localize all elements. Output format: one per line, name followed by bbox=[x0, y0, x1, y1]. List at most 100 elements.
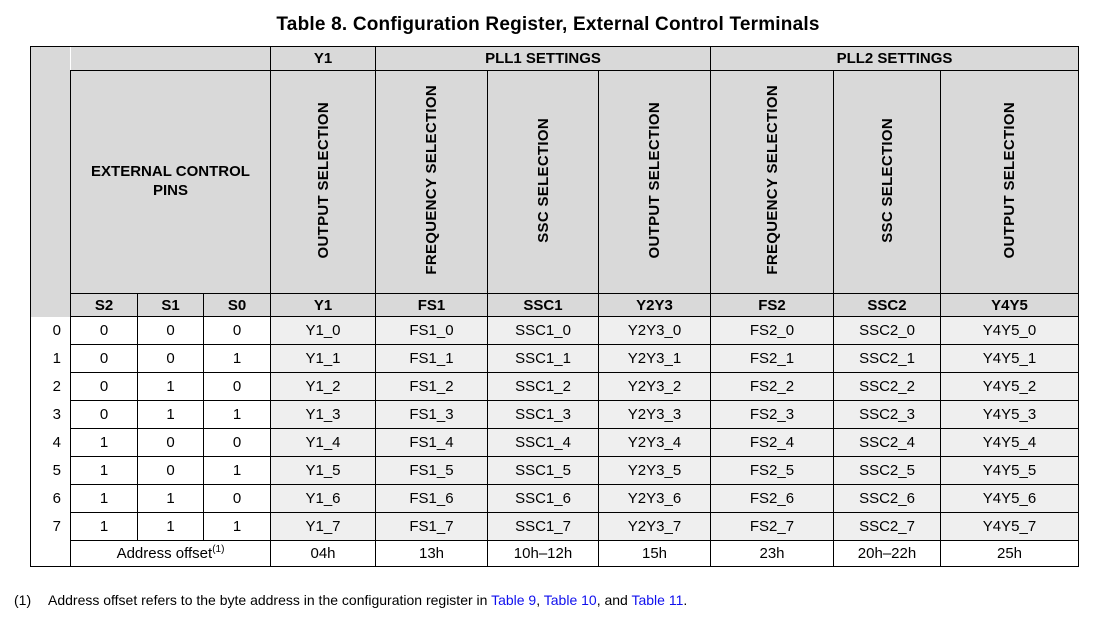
pin-state-cell: 1 bbox=[203, 512, 271, 541]
signal-cell: FS1_3 bbox=[375, 400, 488, 429]
signal-cell: FS1_1 bbox=[375, 344, 488, 373]
table-row: 0 0 0 0 Y1_0 FS1_0 SSC1_0 Y2Y3_0 FS2_0 S… bbox=[30, 316, 1079, 345]
signal-cell: FS1_5 bbox=[375, 456, 488, 485]
signal-cell: FS1_4 bbox=[375, 428, 488, 457]
row-index: 5 bbox=[30, 456, 71, 485]
address-offset-cell: 13h bbox=[375, 540, 488, 567]
row-index: 4 bbox=[30, 428, 71, 457]
pin-state-cell: 1 bbox=[203, 344, 271, 373]
group-header-row: Y1 PLL1 SETTINGS PLL2 SETTINGS bbox=[30, 46, 1079, 317]
pin-state-cell: 0 bbox=[203, 316, 271, 345]
column-header-ssc1: SSC1 bbox=[487, 293, 599, 317]
column-header-s2: S2 bbox=[70, 293, 138, 317]
top-left-blank-cell bbox=[70, 46, 271, 71]
address-offset-cell: 20h–22h bbox=[833, 540, 941, 567]
signal-cell: Y1_4 bbox=[270, 428, 376, 457]
signal-cell: FS2_6 bbox=[710, 484, 834, 513]
signal-cell: Y4Y5_6 bbox=[940, 484, 1079, 513]
link-table-10[interactable]: Table 10 bbox=[543, 592, 597, 608]
signal-cell: Y1_0 bbox=[270, 316, 376, 345]
signal-cell: SSC2_5 bbox=[833, 456, 941, 485]
signal-cell: SSC1_1 bbox=[487, 344, 599, 373]
signal-cell: SSC2_4 bbox=[833, 428, 941, 457]
row-index-empty bbox=[30, 540, 71, 567]
row-index: 0 bbox=[30, 316, 71, 345]
signal-cell: FS2_0 bbox=[710, 316, 834, 345]
signal-cell: Y2Y3_7 bbox=[598, 512, 711, 541]
column-header-fs1: FS1 bbox=[375, 293, 488, 317]
group-header-y1: Y1 bbox=[270, 46, 376, 71]
signal-cell: SSC2_0 bbox=[833, 316, 941, 345]
pin-state-cell: 0 bbox=[70, 344, 138, 373]
footnote-text: Address offset refers to the byte addres… bbox=[48, 592, 492, 608]
signal-cell: FS2_3 bbox=[710, 400, 834, 429]
signal-cell: FS2_5 bbox=[710, 456, 834, 485]
pin-state-cell: 0 bbox=[70, 372, 138, 401]
address-offset-label-cell: Address offset(1) bbox=[70, 540, 271, 567]
external-control-pins-header: EXTERNAL CONTROL PINS bbox=[70, 70, 271, 294]
table-title: Table 8. Configuration Register, Externa… bbox=[276, 14, 820, 35]
pin-state-cell: 0 bbox=[70, 316, 138, 345]
signal-cell: FS2_2 bbox=[710, 372, 834, 401]
column-header-ssc2: SSC2 bbox=[833, 293, 941, 317]
column-header-y1: Y1 bbox=[270, 293, 376, 317]
pin-state-cell: 1 bbox=[70, 512, 138, 541]
signal-cell: SSC1_0 bbox=[487, 316, 599, 345]
signal-cell: Y4Y5_1 bbox=[940, 344, 1079, 373]
signal-cell: Y1_5 bbox=[270, 456, 376, 485]
signal-cell: Y4Y5_7 bbox=[940, 512, 1079, 541]
config-register-table: Y1 PLL1 SETTINGS PLL2 SETTINGS EXTERNAL … bbox=[30, 46, 1079, 567]
table-row: 3 0 1 1 Y1_3 FS1_3 SSC1_3 Y2Y3_3 FS2_3 S… bbox=[30, 400, 1079, 429]
vertical-header-pll1-frequency-selection: FREQUENCY SELECTION bbox=[375, 70, 488, 294]
signal-cell: SSC2_7 bbox=[833, 512, 941, 541]
pin-state-cell: 1 bbox=[137, 512, 204, 541]
signal-cell: SSC1_7 bbox=[487, 512, 599, 541]
vertical-header-pll2-frequency-selection: FREQUENCY SELECTION bbox=[710, 70, 834, 294]
pin-state-cell: 0 bbox=[203, 428, 271, 457]
signal-cell: SSC1_6 bbox=[487, 484, 599, 513]
link-table-9[interactable]: Table 9 bbox=[491, 592, 537, 608]
index-header-spacer bbox=[30, 46, 71, 317]
footnote-separator: , and bbox=[596, 592, 632, 608]
column-header-row: S2 S1 S0 Y1 FS1 SSC1 Y2Y3 FS2 SSC2 Y4Y5 bbox=[31, 293, 1079, 317]
footnote-ref: (1) bbox=[212, 544, 225, 555]
signal-cell: SSC2_2 bbox=[833, 372, 941, 401]
signal-cell: Y1_6 bbox=[270, 484, 376, 513]
function-header-row: EXTERNAL CONTROL PINS OUTPUT SELECTION F… bbox=[31, 70, 1079, 294]
row-index: 2 bbox=[30, 372, 71, 401]
signal-cell: Y4Y5_0 bbox=[940, 316, 1079, 345]
column-header-s1: S1 bbox=[137, 293, 204, 317]
pin-state-cell: 0 bbox=[137, 456, 204, 485]
address-offset-cell: 10h–12h bbox=[487, 540, 599, 567]
signal-cell: FS1_6 bbox=[375, 484, 488, 513]
signal-cell: Y2Y3_5 bbox=[598, 456, 711, 485]
signal-cell: Y1_7 bbox=[270, 512, 376, 541]
address-offset-row: Address offset(1) 04h 13h 10h–12h 15h 23… bbox=[30, 540, 1079, 567]
table-row: 7 1 1 1 Y1_7 FS1_7 SSC1_7 Y2Y3_7 FS2_7 S… bbox=[30, 512, 1079, 541]
pin-state-cell: 1 bbox=[137, 372, 204, 401]
address-offset-cell: 15h bbox=[598, 540, 711, 567]
footnote-period: . bbox=[683, 592, 688, 608]
signal-cell: Y4Y5_5 bbox=[940, 456, 1079, 485]
row-index: 6 bbox=[30, 484, 71, 513]
pin-state-cell: 0 bbox=[70, 400, 138, 429]
signal-cell: SSC1_4 bbox=[487, 428, 599, 457]
column-header-y4y5: Y4Y5 bbox=[940, 293, 1079, 317]
pin-state-cell: 0 bbox=[137, 428, 204, 457]
signal-cell: Y4Y5_3 bbox=[940, 400, 1079, 429]
address-offset-cell: 04h bbox=[270, 540, 376, 567]
signal-cell: Y2Y3_3 bbox=[598, 400, 711, 429]
signal-cell: FS1_0 bbox=[375, 316, 488, 345]
pin-state-cell: 1 bbox=[137, 484, 204, 513]
pin-state-cell: 0 bbox=[203, 372, 271, 401]
pin-state-cell: 0 bbox=[137, 316, 204, 345]
signal-cell: SSC1_5 bbox=[487, 456, 599, 485]
link-table-11[interactable]: Table 11 bbox=[631, 592, 684, 608]
signal-cell: Y4Y5_4 bbox=[940, 428, 1079, 457]
footnote-marker: (1) bbox=[14, 592, 32, 608]
pin-state-cell: 0 bbox=[203, 484, 271, 513]
signal-cell: SSC1_3 bbox=[487, 400, 599, 429]
vertical-header-pll1-ssc-selection: SSC SELECTION bbox=[487, 70, 599, 294]
signal-cell: SSC1_2 bbox=[487, 372, 599, 401]
column-header-y2y3: Y2Y3 bbox=[598, 293, 711, 317]
